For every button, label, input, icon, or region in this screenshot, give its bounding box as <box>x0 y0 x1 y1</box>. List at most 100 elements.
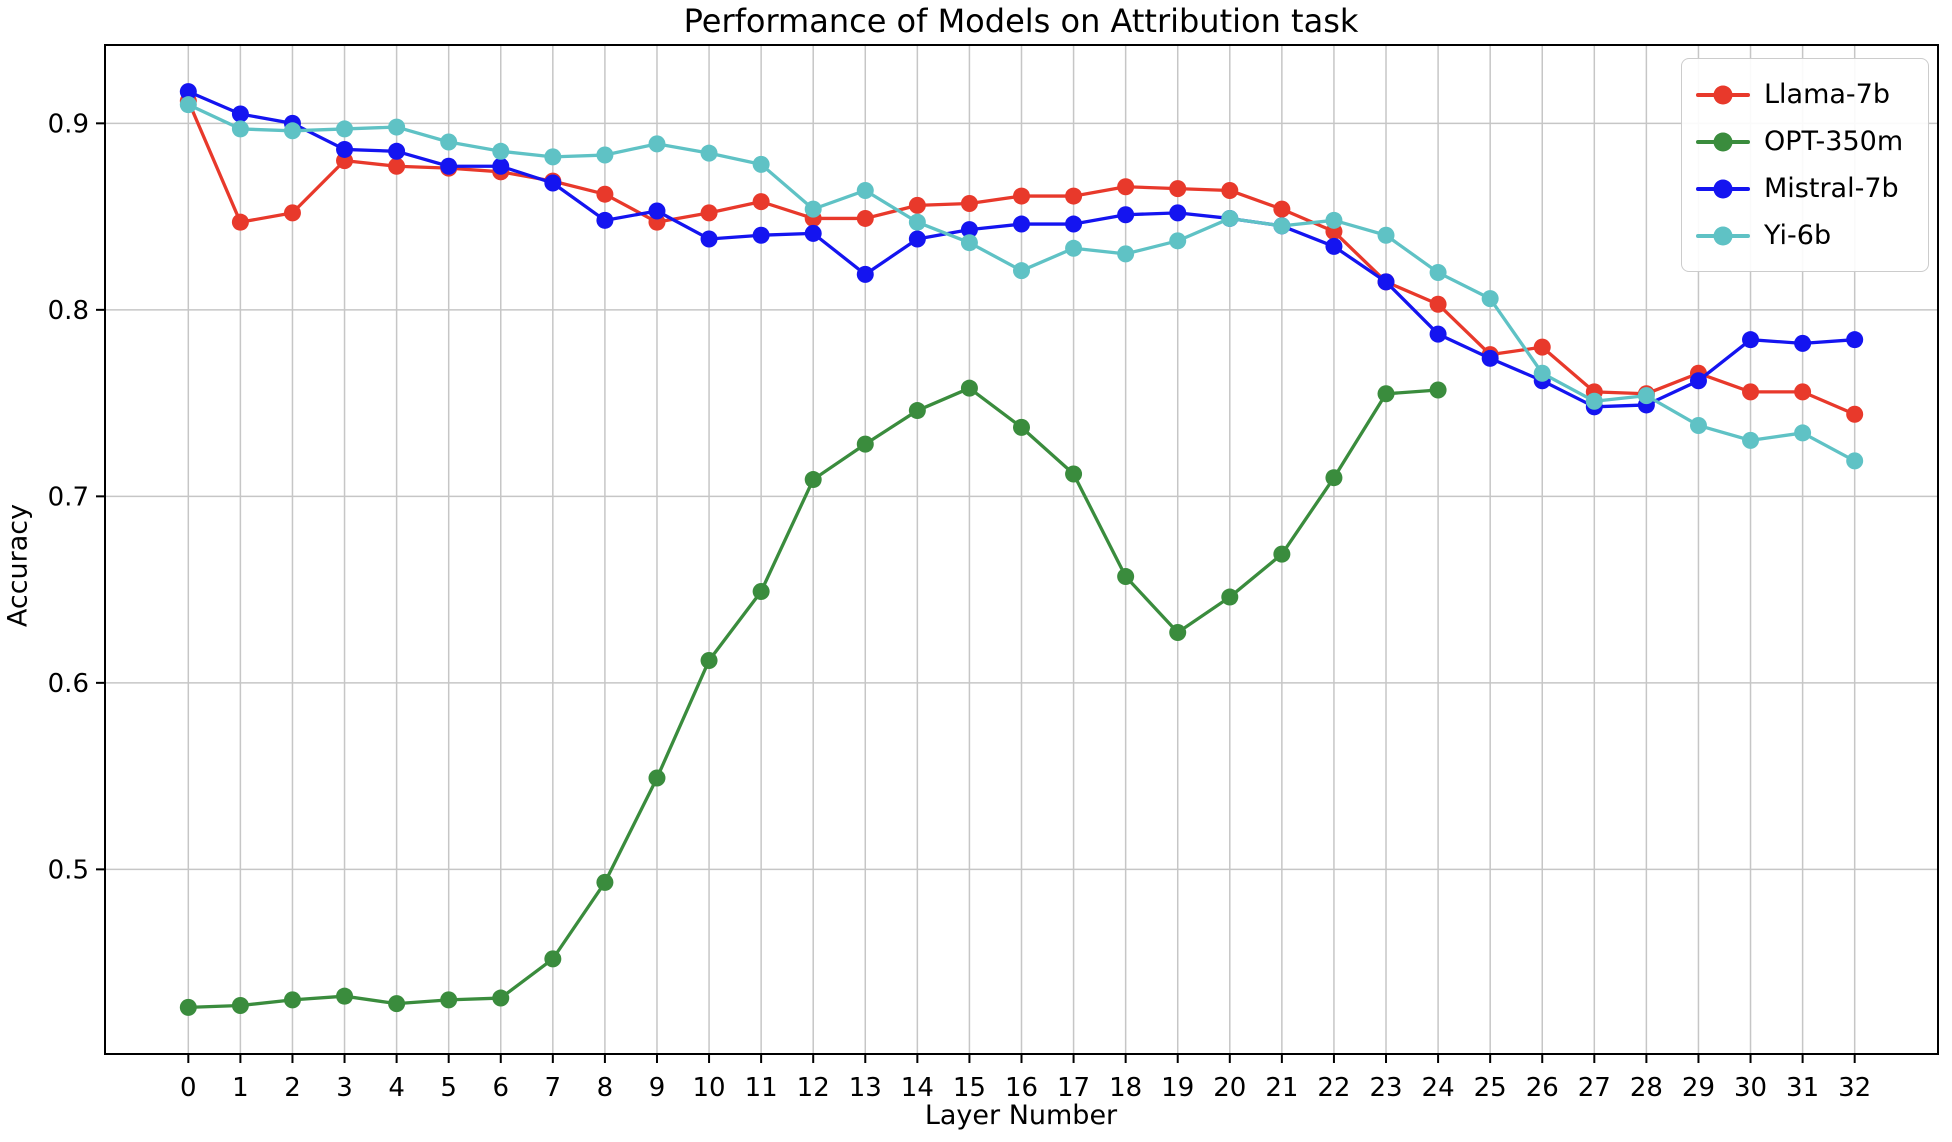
data-point <box>179 998 197 1016</box>
x-tick-label: 7 <box>545 1073 562 1103</box>
chart-title: Performance of Models on Attribution tas… <box>683 2 1359 40</box>
data-point <box>1689 372 1707 390</box>
data-point <box>804 200 822 218</box>
y-tick-label: 0.5 <box>48 855 89 885</box>
data-point <box>283 204 301 222</box>
data-point <box>908 213 926 231</box>
data-point <box>544 950 562 968</box>
x-tick-label: 29 <box>1682 1073 1715 1103</box>
data-point <box>388 157 406 175</box>
x-tick-label: 28 <box>1630 1073 1663 1103</box>
x-tick-label: 32 <box>1838 1073 1871 1103</box>
data-point <box>1221 181 1239 199</box>
data-point <box>1533 338 1551 356</box>
x-tick-label: 25 <box>1474 1073 1507 1103</box>
data-point <box>1429 381 1447 399</box>
data-point <box>700 230 718 248</box>
legend-marker-yi-6b-icon <box>1696 226 1750 246</box>
legend-label-mistral-7b: Mistral-7b <box>1764 173 1899 204</box>
legend-marker-opt-350m-icon <box>1696 132 1750 152</box>
data-point <box>700 651 718 669</box>
data-point <box>1794 424 1812 442</box>
data-point <box>1117 568 1135 586</box>
data-point <box>1013 262 1030 280</box>
data-point <box>1117 245 1135 263</box>
data-point <box>596 185 614 203</box>
data-point <box>388 142 406 160</box>
data-point <box>388 118 406 136</box>
data-point <box>1273 545 1291 563</box>
legend-label-opt-350m: OPT-350m <box>1764 126 1904 157</box>
data-point <box>1117 178 1135 196</box>
x-tick-label: 9 <box>649 1073 666 1103</box>
series-opt-350m <box>179 379 1447 1016</box>
x-tick-label: 6 <box>492 1073 509 1103</box>
data-point <box>231 997 249 1015</box>
data-point <box>544 174 562 192</box>
data-point <box>752 226 770 244</box>
x-tick-label: 21 <box>1265 1073 1298 1103</box>
x-tick-label: 0 <box>180 1073 197 1103</box>
data-point <box>492 157 510 175</box>
data-point <box>1429 264 1447 282</box>
x-tick-label: 13 <box>849 1073 882 1103</box>
x-tick-label: 15 <box>953 1073 986 1103</box>
data-point <box>752 193 770 211</box>
data-point <box>752 155 770 173</box>
data-point <box>336 140 354 158</box>
data-point <box>1377 273 1395 291</box>
data-point <box>960 221 978 239</box>
data-point <box>1637 387 1655 405</box>
x-axis-label: Layer Number <box>924 1100 1118 1131</box>
x-tick-label: 27 <box>1578 1073 1611 1103</box>
data-point <box>1065 215 1083 233</box>
x-tick-label: 20 <box>1213 1073 1246 1103</box>
data-point <box>1325 211 1343 229</box>
data-point <box>1273 217 1291 235</box>
data-point <box>960 379 978 397</box>
data-point <box>648 769 666 787</box>
data-point <box>1169 204 1187 222</box>
data-point <box>648 135 666 153</box>
x-tick-label: 31 <box>1786 1073 1819 1103</box>
data-point <box>440 157 458 175</box>
legend-item-llama-7b: Llama-7b <box>1696 71 1914 118</box>
data-point <box>492 989 510 1007</box>
y-tick-label: 0.7 <box>48 482 89 512</box>
series-yi-6b <box>179 96 1864 470</box>
data-point <box>336 120 354 138</box>
legend-marker-llama-7b-icon <box>1696 85 1750 105</box>
data-point <box>1325 469 1343 487</box>
data-point <box>960 234 978 252</box>
data-point <box>336 987 354 1005</box>
data-point <box>1846 452 1864 470</box>
data-point <box>1273 200 1291 218</box>
data-point <box>1013 215 1030 233</box>
legend-item-opt-350m: OPT-350m <box>1696 118 1914 165</box>
y-tick-label: 0.9 <box>48 109 89 139</box>
x-tick-label: 11 <box>745 1073 778 1103</box>
x-tick-label: 3 <box>336 1073 353 1103</box>
data-point <box>440 133 458 151</box>
data-point <box>1065 465 1083 483</box>
data-point <box>1065 239 1083 257</box>
data-point <box>1377 385 1395 403</box>
data-point <box>908 196 926 214</box>
data-point <box>283 991 301 1009</box>
data-point <box>388 995 406 1013</box>
data-point <box>1742 331 1760 349</box>
data-point <box>1481 290 1499 308</box>
data-point <box>1429 325 1447 343</box>
legend-item-mistral-7b: Mistral-7b <box>1696 165 1914 212</box>
y-tick-label: 0.8 <box>48 296 89 326</box>
data-point <box>492 142 510 160</box>
data-point <box>908 402 926 420</box>
x-tick-label: 14 <box>901 1073 934 1103</box>
data-point <box>283 122 301 140</box>
x-tick-label: 19 <box>1161 1073 1194 1103</box>
axis-tick-labels: 0 1 2 3 4 5 6 7 8 9 10 11 12 13 14 15 16 17 18 19 20 21 22 23 24… <box>48 109 1872 1103</box>
data-point <box>856 181 874 199</box>
data-point <box>1585 392 1603 410</box>
